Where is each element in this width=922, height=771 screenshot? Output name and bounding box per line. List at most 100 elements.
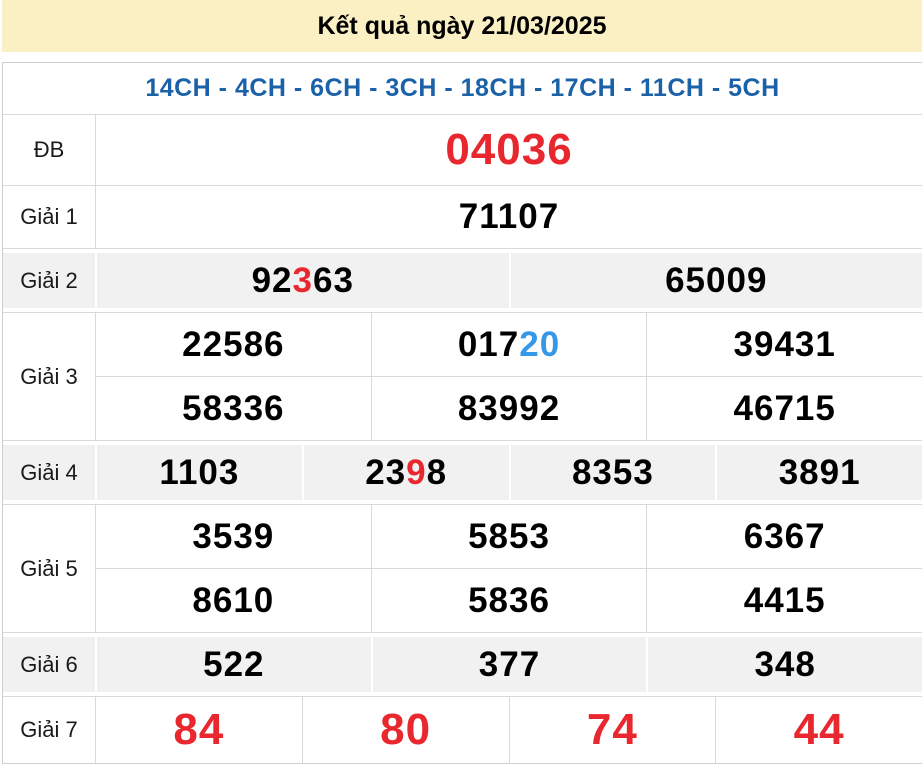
prize-row-inner: Giải 4 1103 23 9 8 8353 3891 [3, 445, 922, 500]
digit-segment: 5853 [468, 516, 550, 556]
prize-cell: 3891 [715, 445, 922, 500]
prize-row-inner: Giải 7 84 80 74 44 [3, 697, 922, 763]
digit-segment: 71107 [458, 197, 560, 236]
highlight-digit-red: 74 [586, 705, 638, 754]
highlight-digit-red: 3 [292, 260, 313, 300]
prize-row-inner: Giải 6 522 377 348 [3, 637, 922, 692]
prize-values-area: 04036 [96, 115, 922, 185]
digit-segment: 5836 [468, 580, 550, 620]
prize-cell: 65009 [508, 253, 922, 308]
prize-row-inner: Giải 1 71107 [3, 186, 922, 248]
date-banner: Kết quả ngày 21/03/2025 [2, 0, 922, 52]
prize-cell: 39431 [646, 313, 922, 376]
prize-values-area: 1103 23 9 8 8353 3891 [97, 445, 922, 500]
digit-segment: 23 [365, 452, 407, 492]
digit-segment: 8 [426, 452, 448, 492]
prize-cell: 8610 [96, 569, 371, 632]
prize-cell: 71107 [96, 186, 922, 248]
prize-values-area: 92 3 63 65009 [97, 253, 922, 308]
prize-cell: 5836 [370, 569, 647, 632]
digit-segment: 1103 [159, 452, 240, 492]
prize-label-db: ĐB [3, 115, 96, 185]
prize-cell: 23 9 8 [301, 445, 509, 500]
prize-values-area: 71107 [96, 186, 922, 248]
prize-line: 22586 017 20 39431 [96, 313, 922, 376]
prize-cell: 3539 [96, 505, 371, 568]
prize-cell: 58336 [96, 377, 371, 440]
prize-values-area: 3539 5853 6367 8610 5836 4415 [96, 505, 922, 632]
digit-segment: 3539 [192, 516, 275, 556]
prize-line: 522 377 348 [97, 637, 922, 692]
results-table: 14CH - 4CH - 6CH - 3CH - 18CH - 17CH - 1… [2, 62, 922, 764]
digit-segment: 017 [457, 324, 520, 364]
digit-segment: 22586 [182, 324, 285, 364]
prize-cell: 017 20 [370, 313, 647, 376]
prize-cell: 22586 [96, 313, 371, 376]
prize-cell: 80 [301, 697, 509, 763]
prize-label-giai-1: Giải 1 [3, 186, 96, 248]
station-codes-row: 14CH - 4CH - 6CH - 3CH - 18CH - 17CH - 1… [3, 63, 922, 114]
prize-cell: 92 3 63 [97, 253, 509, 308]
prize-rows: ĐB 04036 Giải 1 71107 Giải 2 92 3 63 65009 Giải 3… [3, 114, 922, 763]
station-codes: 14CH - 4CH - 6CH - 3CH - 18CH - 17CH - 1… [145, 74, 780, 102]
prize-cell: 5853 [370, 505, 647, 568]
prize-cell: 1103 [97, 445, 302, 500]
digit-segment: 3891 [778, 452, 861, 492]
digit-segment: 6367 [743, 516, 826, 556]
prize-cell: 44 [715, 697, 922, 763]
prize-values-area: 84 80 74 44 [96, 697, 922, 763]
prize-cell: 8353 [508, 445, 716, 500]
prize-cell: 522 [97, 637, 371, 692]
prize-row-inner: ĐB 04036 [3, 115, 922, 185]
digit-segment: 63 [312, 260, 354, 300]
digit-segment: 65009 [665, 260, 768, 300]
prize-row-giai-1: Giải 1 71107 [3, 185, 922, 248]
prize-row-inner: Giải 5 3539 5853 6367 8610 5836 4415 [3, 505, 922, 632]
prize-values-area: 522 377 348 [97, 637, 922, 692]
highlight-digit-red: 44 [793, 705, 845, 754]
prize-label-giai-2: Giải 2 [3, 253, 97, 308]
prize-line: 3539 5853 6367 [96, 505, 922, 568]
prize-row-giai-7: Giải 7 84 80 74 44 [3, 696, 922, 763]
prize-line: 71107 [96, 186, 922, 248]
prize-label-giai-6: Giải 6 [3, 637, 97, 692]
digit-segment: 377 [478, 644, 541, 684]
digit-segment: 522 [203, 644, 265, 684]
prize-cell: 46715 [646, 377, 922, 440]
prize-cell: 4415 [646, 569, 922, 632]
digit-segment: 92 [251, 260, 293, 300]
highlight-digit-red: 80 [380, 705, 432, 754]
prize-cell: 348 [646, 637, 922, 692]
prize-line: 92 3 63 65009 [97, 253, 922, 308]
prize-row-giai-4: Giải 4 1103 23 9 8 8353 3891 [3, 440, 922, 504]
prize-cell: 84 [96, 697, 302, 763]
prize-line: 84 80 74 44 [96, 697, 922, 763]
prize-cell: 74 [508, 697, 716, 763]
prize-row-inner: Giải 3 22586 017 20 39431 58336 83992 46715 [3, 313, 922, 440]
page-title: Kết quả ngày 21/03/2025 [317, 11, 607, 40]
prize-line: 04036 [96, 115, 922, 185]
prize-label-giai-3: Giải 3 [3, 313, 96, 440]
prize-cell: 377 [370, 637, 647, 692]
prize-line: 8610 5836 4415 [96, 568, 922, 632]
highlight-digit-blue: 20 [519, 324, 561, 364]
prize-row-db: ĐB 04036 [3, 114, 922, 185]
prize-row-giai-2: Giải 2 92 3 63 65009 [3, 248, 922, 312]
prize-label-giai-4: Giải 4 [3, 445, 97, 500]
digit-segment: 83992 [457, 388, 561, 428]
prize-row-giai-5: Giải 5 3539 5853 6367 8610 5836 4415 [3, 504, 922, 632]
digit-segment: 8353 [571, 452, 654, 492]
digit-segment: 348 [754, 644, 816, 684]
highlight-digit-red: 84 [173, 705, 225, 754]
digit-segment: 4415 [743, 580, 826, 620]
spacer [0, 52, 922, 62]
prize-label-giai-5: Giải 5 [3, 505, 96, 632]
highlight-digit-red: 04036 [445, 125, 573, 174]
digit-segment: 46715 [733, 388, 836, 428]
prize-line: 58336 83992 46715 [96, 376, 922, 440]
prize-values-area: 22586 017 20 39431 58336 83992 46715 [96, 313, 922, 440]
digit-segment: 8610 [192, 580, 275, 620]
prize-label-giai-7: Giải 7 [3, 697, 96, 763]
prize-row-inner: Giải 2 92 3 63 65009 [3, 253, 922, 308]
prize-row-giai-3: Giải 3 22586 017 20 39431 58336 83992 46715 [3, 312, 922, 440]
